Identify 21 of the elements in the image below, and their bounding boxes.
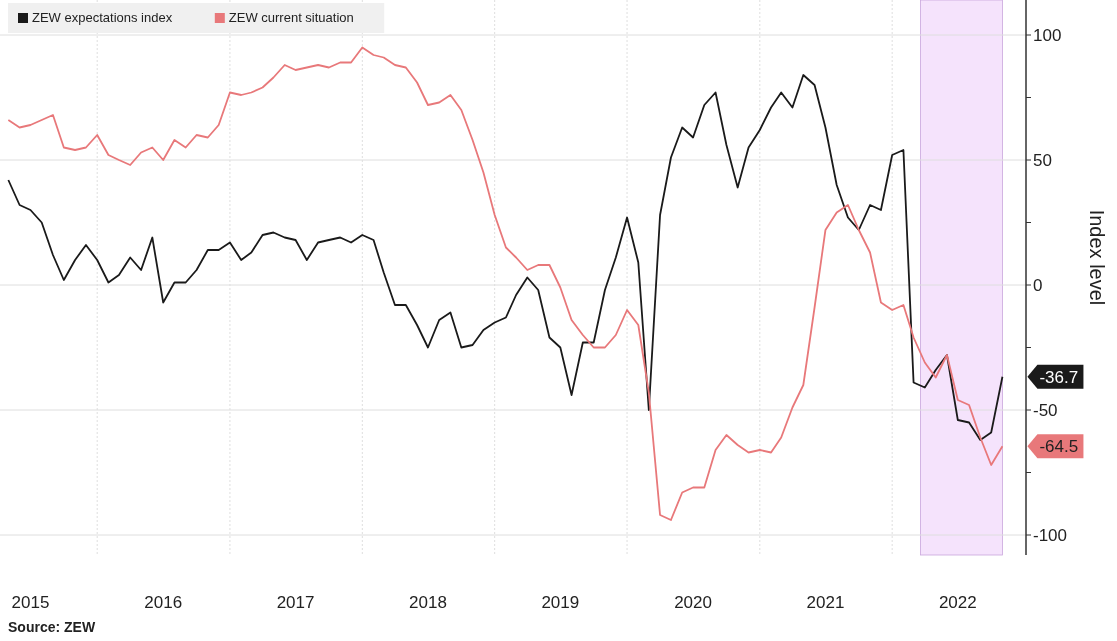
legend-label: ZEW current situation [228, 10, 354, 25]
legend-label: ZEW expectations index [32, 10, 173, 25]
annotation: -64.5 [1039, 437, 1079, 457]
x-tick-label: 2016 [144, 593, 183, 612]
line-series [7, 74, 1004, 441]
y-tick-label: 100 [1033, 25, 1062, 45]
x-tick-label: 2018 [409, 593, 447, 612]
y-tick-label: -100 [1033, 525, 1068, 545]
x-tick-label: 2017 [276, 593, 315, 612]
line-series [7, 46, 1004, 521]
x-tick-label: 2022 [938, 593, 977, 612]
y-tick-label: -50 [1033, 400, 1058, 420]
y-tick-label: 0 [1033, 275, 1043, 295]
source-note: Source: ZEW [8, 619, 96, 635]
x-tick-label: 2020 [674, 593, 712, 612]
x-tick-label: 2019 [541, 593, 580, 612]
x-tick-label: 2015 [11, 593, 50, 612]
y-tick-label: 50 [1033, 150, 1052, 170]
annotation: -36.7 [1039, 367, 1079, 387]
y-axis-title: Index level [1086, 209, 1108, 306]
x-tick-label: 2021 [806, 593, 845, 612]
